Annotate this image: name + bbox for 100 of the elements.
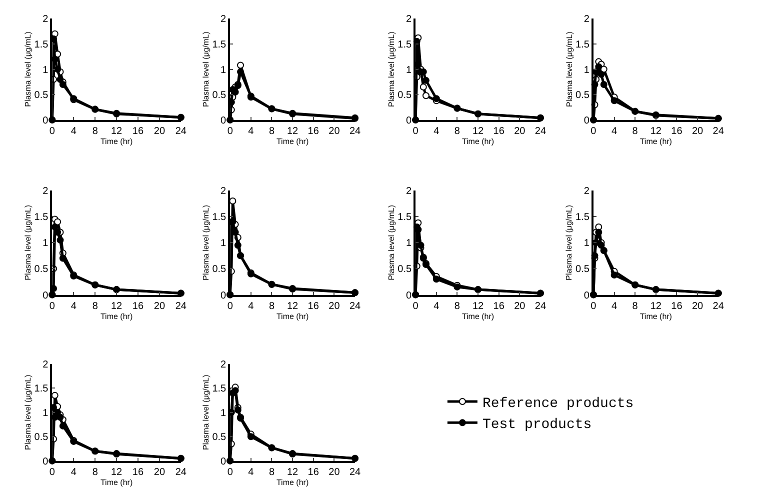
x-tick-label: 4: [612, 126, 618, 137]
x-tick-label: 16: [132, 466, 144, 478]
x-tick-label: 12: [650, 300, 662, 312]
x-axis-title: Time (hr): [276, 136, 309, 146]
x-tick-label: 24: [349, 300, 362, 312]
y-tick-label: 0.5: [34, 90, 49, 102]
x-tick-label: 20: [154, 126, 166, 137]
y-axis-title: Plasma level (μg/mL): [386, 31, 396, 107]
x-tick-label: 24: [534, 126, 546, 137]
x-tick-label: 20: [328, 126, 340, 137]
x-tick-label: 0: [590, 126, 597, 137]
x-tick-label: 16: [308, 466, 320, 478]
y-tick-label: 1.5: [398, 212, 412, 224]
y-tick-label: 0: [220, 115, 227, 126]
legend-label: Reference products: [482, 396, 634, 412]
y-axis-title: Plasma level (μg/mL): [201, 374, 210, 450]
x-tick-label: 8: [92, 126, 98, 137]
y-tick-label: 0.5: [576, 264, 590, 276]
y-tick-label: 1: [584, 238, 590, 250]
x-axis-title: Time (hr): [640, 312, 672, 321]
y-tick-label: 0: [406, 115, 412, 126]
x-tick-label: 20: [692, 300, 704, 312]
y-tick-label: 1.5: [34, 39, 49, 50]
x-tick-label: 12: [110, 300, 123, 312]
y-axis-title: Plasma level (μg/mL): [24, 374, 32, 450]
x-tick-label: 16: [493, 300, 505, 312]
x-tick-label: 16: [308, 126, 320, 137]
y-tick-label: 2: [42, 14, 49, 26]
y-tick-label: 0.5: [398, 264, 412, 276]
y-tick-label: 1: [42, 64, 49, 76]
y-axis-title: Plasma level (μg/mL): [564, 204, 574, 280]
x-tick-label: 4: [434, 126, 440, 137]
y-tick-label: 1: [42, 408, 49, 419]
x-tick-label: 8: [632, 300, 638, 312]
y-axis-title: Plasma level (μg/mL): [564, 31, 574, 107]
x-tick-label: 8: [92, 300, 98, 312]
x-tick-label: 12: [286, 466, 299, 478]
y-tick-label: 0: [42, 115, 49, 126]
x-tick-label: 0: [590, 300, 597, 312]
y-tick-label: 2: [42, 359, 49, 370]
x-axis-title: Time (hr): [462, 312, 494, 321]
x-tick-label: 4: [434, 300, 440, 312]
x-tick-label: 20: [692, 126, 704, 137]
y-tick-label: 0: [42, 290, 49, 302]
x-tick-label: 4: [248, 466, 254, 478]
x-tick-label: 16: [132, 300, 144, 312]
y-tick-label: 0.5: [212, 264, 227, 276]
x-tick-label: 24: [349, 126, 362, 137]
x-tick-label: 16: [671, 300, 683, 312]
x-tick-label: 16: [132, 126, 144, 137]
y-tick-label: 1.5: [576, 39, 590, 50]
y-axis-title: Plasma level (μg/mL): [201, 31, 210, 107]
x-tick-label: 12: [110, 126, 123, 137]
y-tick-label: 1.5: [576, 212, 590, 224]
y-tick-label: 1.5: [34, 212, 49, 224]
y-tick-label: 1: [584, 64, 590, 76]
x-tick-label: 4: [248, 126, 254, 137]
x-tick-label: 12: [286, 126, 299, 137]
x-axis-title: Time (hr): [100, 312, 133, 321]
y-tick-label: 1.5: [398, 39, 412, 50]
y-tick-label: 0: [220, 290, 227, 302]
y-tick-label: 0.5: [212, 90, 227, 102]
x-tick-label: 24: [175, 466, 187, 478]
x-axis-title: Time (hr): [640, 136, 672, 146]
x-tick-label: 20: [328, 300, 340, 312]
x-tick-label: 16: [671, 126, 683, 137]
y-tick-label: 0: [406, 290, 412, 302]
x-axis-title: Time (hr): [462, 136, 494, 146]
y-tick-label: 1: [406, 238, 412, 250]
y-tick-label: 0: [584, 115, 590, 126]
x-tick-label: 12: [472, 300, 484, 312]
x-axis-title: Time (hr): [276, 312, 309, 321]
y-tick-label: 1.5: [212, 39, 227, 50]
y-tick-label: 0.5: [34, 432, 49, 444]
y-tick-label: 2: [584, 186, 590, 198]
legend-label: Test products: [482, 417, 592, 434]
x-tick-label: 24: [175, 126, 187, 137]
x-tick-label: 8: [268, 126, 275, 137]
y-tick-label: 0: [42, 456, 49, 468]
x-tick-label: 16: [493, 126, 505, 137]
x-tick-label: 4: [70, 126, 77, 137]
y-axis-title: Plasma level (μg/mL): [386, 204, 396, 280]
y-tick-label: 1.5: [212, 384, 227, 395]
x-tick-label: 12: [286, 300, 299, 312]
x-axis-title: Time (hr): [100, 136, 133, 146]
y-axis-title: Plasma level (μg/mL): [201, 204, 210, 280]
y-tick-label: 0: [220, 456, 227, 468]
y-tick-label: 0: [584, 290, 590, 302]
y-axis-title: Plasma level (μg/mL): [24, 31, 32, 107]
x-tick-label: 12: [472, 126, 484, 137]
x-tick-label: 20: [154, 300, 166, 312]
y-tick-label: 2: [220, 14, 227, 26]
y-tick-label: 1: [220, 64, 227, 76]
x-tick-label: 16: [308, 300, 320, 312]
y-tick-label: 1: [220, 408, 227, 419]
x-tick-label: 24: [712, 300, 724, 312]
x-tick-label: 4: [248, 300, 254, 312]
y-tick-label: 2: [220, 186, 227, 198]
x-tick-label: 20: [328, 466, 340, 478]
x-tick-label: 4: [70, 300, 77, 312]
